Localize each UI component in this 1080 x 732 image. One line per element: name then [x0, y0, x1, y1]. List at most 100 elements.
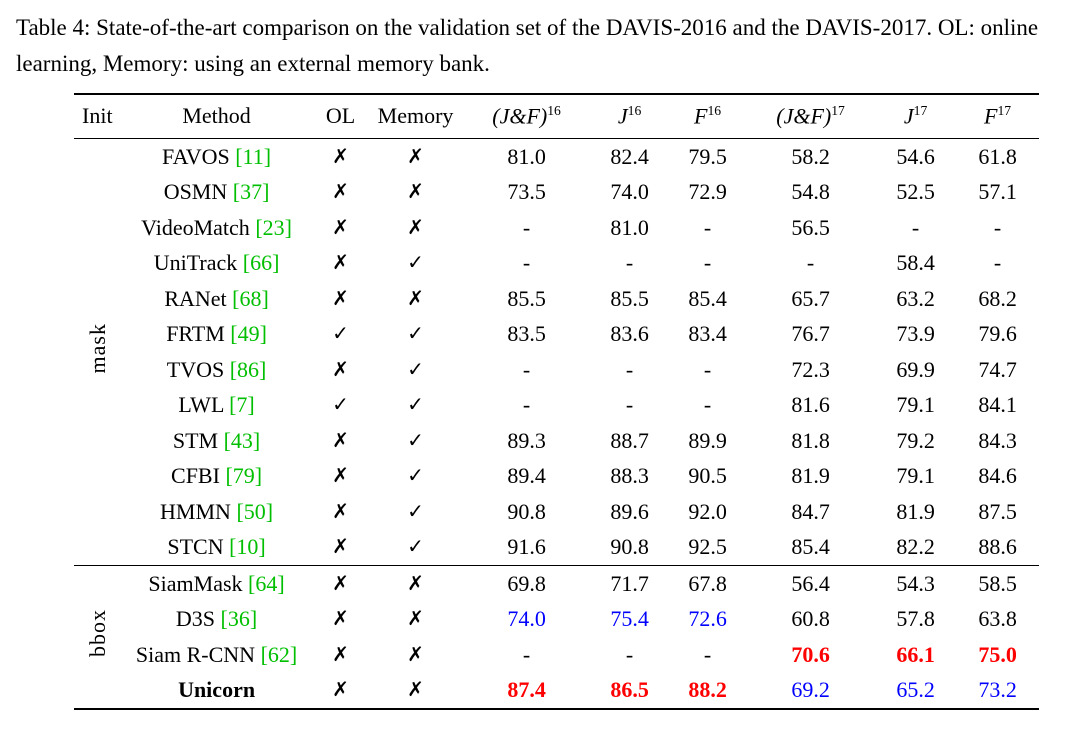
- header-superscript: 16: [627, 103, 642, 119]
- column-header-method: Method: [121, 94, 313, 138]
- score-cell: 89.6: [610, 498, 649, 524]
- score-cell: 67.8: [688, 570, 727, 596]
- citation-link[interactable]: [66]: [242, 250, 280, 276]
- score-cell: 63.8: [978, 606, 1017, 632]
- citation-link[interactable]: [11]: [235, 143, 272, 169]
- score-cell: 79.2: [896, 427, 935, 453]
- column-header-ol: OL: [313, 94, 369, 138]
- header-label: Memory: [377, 103, 454, 129]
- table-caption: Table 4: State-of-the-art comparison on …: [16, 15, 1039, 76]
- score-cell: 56.5: [791, 214, 830, 240]
- citation-link[interactable]: [49]: [230, 321, 267, 347]
- score-cell: -: [911, 214, 920, 240]
- ol-cross-mark: ✗: [332, 427, 349, 452]
- ol-cross-mark: ✗: [332, 677, 349, 702]
- citation-link[interactable]: [7]: [229, 392, 255, 418]
- score-cell: 60.8: [791, 606, 830, 632]
- method-cell: STM [43]: [121, 423, 313, 459]
- header-label: (J&F): [776, 103, 832, 129]
- method-name: LWL: [178, 392, 224, 418]
- score-cell: -: [522, 392, 531, 418]
- column-header-jf16: (J&F)16: [463, 94, 591, 138]
- score-cell: 85.4: [688, 285, 727, 311]
- citation-link[interactable]: [10]: [229, 534, 266, 560]
- score-cell: 70.6: [791, 641, 830, 667]
- score-cell: 83.6: [610, 321, 649, 347]
- citation-link[interactable]: [64]: [248, 570, 285, 596]
- score-cell: 61.8: [978, 143, 1017, 169]
- citation-link[interactable]: [36]: [220, 606, 258, 632]
- citation-link[interactable]: [68]: [232, 285, 269, 311]
- score-cell: 57.1: [978, 179, 1017, 205]
- row-frtm: FRTM [49] ✓ ✓ 83.5 83.6 83.4 76.7 73.9 79.6: [74, 316, 1039, 352]
- column-header-memory: Memory: [369, 94, 463, 138]
- citation-link[interactable]: [86]: [229, 356, 267, 382]
- citation-link[interactable]: [62]: [260, 641, 298, 667]
- header-label: Init: [82, 103, 113, 129]
- score-cell: 76.7: [791, 321, 830, 347]
- header-label: J: [617, 103, 628, 129]
- method-cell: CFBI [79]: [121, 458, 313, 494]
- ol-cross-mark: ✗: [332, 250, 349, 275]
- citation-link[interactable]: [43]: [223, 427, 261, 453]
- ol-cross-mark: ✗: [332, 214, 349, 239]
- group-mask: mask FAVOS [11] ✗ ✗ 81.0 82.4 79.5 58.2 54.6 61.8…: [74, 138, 1039, 566]
- score-cell: 54.8: [791, 179, 830, 205]
- method-name: STCN: [167, 534, 224, 560]
- score-cell: 58.2: [791, 143, 830, 169]
- method-name: TVOS: [166, 356, 225, 382]
- method-name: FRTM: [166, 321, 225, 347]
- method-name: SiamMask: [148, 570, 243, 596]
- score-cell: 81.0: [610, 214, 649, 240]
- score-cell: -: [806, 250, 815, 276]
- citation-link[interactable]: [37]: [232, 179, 270, 205]
- score-cell: -: [703, 250, 712, 276]
- memory-cross-mark: ✗: [407, 179, 424, 204]
- ol-cross-mark: ✗: [332, 498, 349, 523]
- column-header-init: Init: [74, 94, 121, 138]
- init-cell-mask: mask: [74, 138, 121, 565]
- memory-check-mark: ✓: [407, 356, 424, 381]
- group-bbox: bbox SiamMask [64] ✗ ✗ 69.8 71.7 67.8 56.4 54.3 5…: [74, 565, 1039, 709]
- score-cell: 84.1: [978, 392, 1017, 418]
- citation-link[interactable]: [23]: [255, 214, 292, 240]
- score-cell: -: [993, 214, 1002, 240]
- score-cell: 87.5: [978, 498, 1017, 524]
- score-cell: 90.8: [610, 534, 649, 560]
- score-cell: 81.6: [791, 392, 830, 418]
- citation-link[interactable]: [50]: [236, 498, 274, 524]
- method-name: STM: [172, 427, 219, 453]
- score-cell: 69.9: [896, 356, 935, 382]
- ol-cross-mark: ✗: [332, 606, 349, 631]
- ol-cross-mark: ✗: [332, 534, 349, 559]
- score-cell: 66.1: [896, 641, 935, 667]
- header-row: Init Method OL Memory (J&F)16 J16 F16 (J&F)17 J1…: [74, 94, 1039, 139]
- score-cell: 69.8: [507, 570, 546, 596]
- score-cell: 74.0: [610, 179, 649, 205]
- ol-cross-mark: ✗: [332, 356, 349, 381]
- ol-cross-mark: ✗: [332, 285, 349, 310]
- score-cell: 79.1: [896, 463, 935, 489]
- score-cell: -: [993, 250, 1002, 276]
- score-cell: 84.3: [978, 427, 1017, 453]
- method-cell: LWL [7]: [121, 387, 313, 423]
- header-superscript: 16: [547, 103, 561, 119]
- method-cell: VideoMatch [23]: [121, 210, 313, 246]
- score-cell: 63.2: [896, 285, 935, 311]
- column-header-f17: F17: [957, 94, 1039, 138]
- score-cell: 88.6: [978, 534, 1017, 560]
- memory-check-mark: ✓: [407, 250, 424, 275]
- score-cell: 73.2: [978, 677, 1017, 703]
- citation-link[interactable]: [79]: [225, 463, 263, 489]
- method-name: Siam R-CNN: [135, 641, 256, 667]
- score-cell: 90.5: [688, 463, 727, 489]
- column-header-j17: J17: [875, 94, 957, 138]
- score-cell: -: [703, 356, 712, 382]
- method-name: OSMN: [163, 179, 228, 205]
- method-cell: SiamMask [64]: [121, 565, 313, 601]
- row-stm: STM [43] ✗ ✓ 89.3 88.7 89.9 81.8 79.2 84.3: [74, 423, 1039, 459]
- score-cell: 86.5: [610, 677, 649, 703]
- score-cell: 82.2: [896, 534, 935, 560]
- score-cell: 79.6: [978, 321, 1017, 347]
- memory-check-mark: ✓: [407, 463, 424, 488]
